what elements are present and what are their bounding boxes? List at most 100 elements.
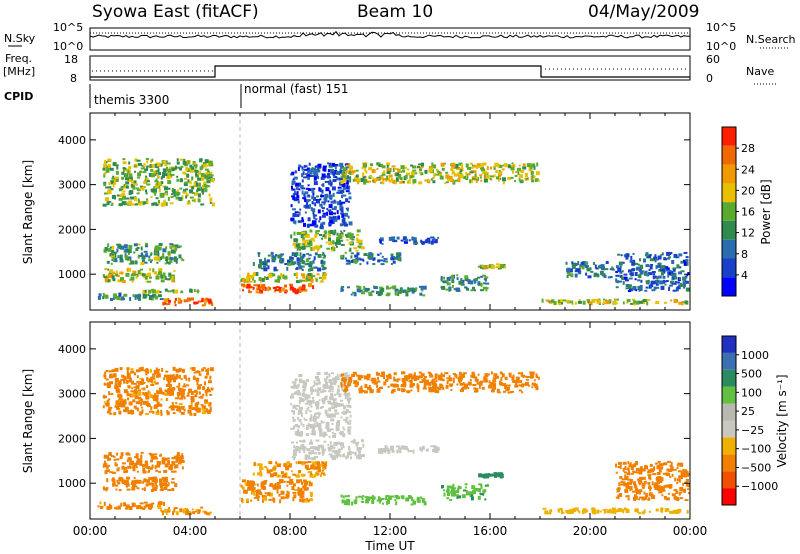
echo-cell [275, 485, 280, 490]
echo-cell [648, 284, 652, 289]
echo-cell [155, 457, 159, 460]
echo-cell [270, 251, 274, 255]
echo-cell [138, 460, 143, 464]
echo-cell [361, 501, 365, 503]
echo-cell [342, 221, 347, 226]
echo-cell [607, 276, 611, 279]
echo-cell [166, 259, 169, 264]
echo-cell [385, 496, 388, 501]
echo-cell [340, 212, 345, 215]
echo-cell [426, 238, 431, 243]
echo-cell [328, 190, 331, 195]
echo-cell [130, 196, 135, 200]
echo-cell [456, 383, 459, 386]
echo-cell [459, 372, 463, 376]
echo-cell [442, 386, 445, 390]
echo-cell [620, 254, 623, 257]
echo-cell [451, 170, 455, 175]
echo-cell [291, 410, 295, 413]
echo-cell [166, 162, 171, 165]
echo-cell [115, 383, 118, 388]
echo-cell [638, 301, 643, 304]
colorbar-tick-label: −25 [741, 424, 764, 437]
echo-cell [679, 462, 684, 467]
echo-cell [104, 403, 108, 406]
echo-cell [500, 264, 505, 269]
echo-cell [126, 372, 131, 377]
echo-cell [103, 192, 108, 195]
echo-cell [191, 168, 196, 173]
echo-cell [337, 215, 340, 220]
echo-cell [179, 178, 183, 183]
echo-cell [477, 265, 481, 268]
echo-cell [112, 175, 115, 179]
echo-cell [138, 396, 142, 400]
echo-cell [160, 181, 164, 185]
echo-cell [310, 207, 313, 212]
echo-cell [312, 221, 316, 226]
echo-cell [390, 445, 394, 450]
echo-cell [615, 496, 619, 499]
echo-cell [340, 255, 344, 258]
echo-region [290, 229, 365, 252]
echo-cell [621, 478, 626, 481]
echo-cell [332, 217, 335, 221]
echo-cell [652, 275, 657, 279]
freq-trace [90, 65, 690, 78]
echo-cell [189, 196, 194, 199]
echo-cell [350, 255, 353, 259]
echo-cell [477, 373, 480, 376]
echo-cell [358, 447, 362, 451]
echo-cell [325, 241, 328, 244]
echo-cell [364, 167, 367, 172]
echo-cell [355, 174, 359, 178]
echo-cell [182, 509, 187, 514]
echo-cell [469, 379, 472, 382]
echo-cell [125, 181, 130, 185]
echo-cell [136, 380, 141, 383]
echo-cell [615, 265, 619, 269]
echo-cell [587, 299, 590, 304]
echo-cell [340, 165, 345, 169]
echo-cell [619, 274, 623, 278]
echo-cell [443, 276, 446, 280]
echo-cell [174, 397, 179, 400]
echo-cell [175, 458, 179, 463]
echo-cell [565, 509, 569, 512]
echo-cell [350, 259, 353, 263]
echo-cell [361, 498, 364, 501]
echo-cell [158, 470, 162, 473]
echo-cell [444, 182, 447, 185]
echo-cell [407, 495, 411, 499]
echo-cell [421, 498, 425, 503]
echo-cell [651, 282, 655, 285]
echo-cell [299, 398, 303, 402]
echo-cell [295, 280, 300, 284]
echo-cell [321, 469, 324, 472]
echo-cell [396, 256, 399, 260]
echo-cell [643, 299, 645, 302]
echo-cell [446, 497, 450, 500]
echo-cell [302, 385, 307, 389]
echo-cell [297, 200, 300, 204]
echo-cell [616, 298, 619, 301]
echo-cell [308, 254, 312, 257]
echo-cell [190, 395, 195, 400]
echo-cell [355, 249, 359, 252]
echo-cell [130, 390, 135, 393]
echo-cell [476, 176, 480, 181]
echo-cell [359, 387, 363, 391]
echo-cell [169, 275, 172, 280]
echo-cell [377, 259, 381, 263]
echo-cell [316, 446, 321, 450]
echo-cell [193, 371, 196, 374]
echo-cell [255, 290, 259, 294]
echo-cell [460, 174, 464, 179]
echo-cell [408, 375, 413, 379]
echo-cell [292, 416, 295, 419]
echo-cell [309, 491, 313, 496]
echo-cell [363, 181, 367, 185]
echo-cell [126, 476, 130, 480]
echo-cell [584, 262, 587, 266]
echo-cell [287, 262, 292, 266]
